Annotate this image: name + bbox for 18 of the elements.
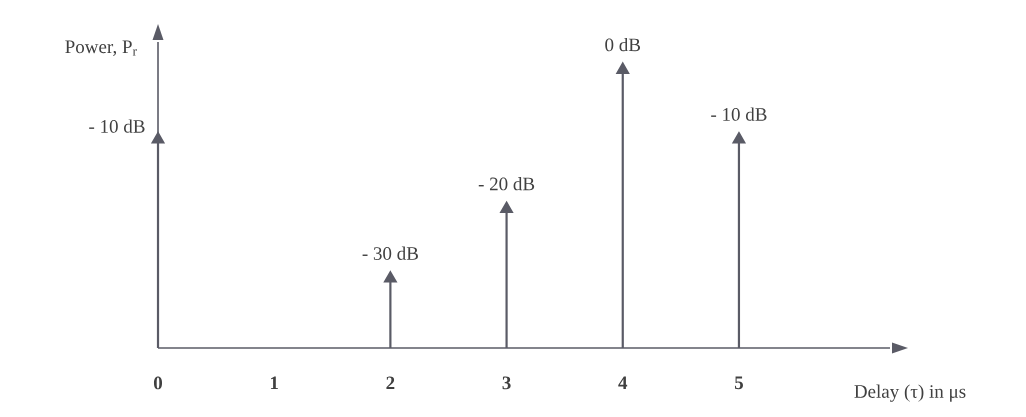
x-tick-label: 4 [618,376,628,390]
data-label: - 20 dB [478,177,535,191]
data-label: - 30 dB [362,246,418,260]
x-tick-label: 0 [153,376,163,390]
point [500,201,513,213]
point [151,132,165,144]
point [616,62,630,74]
y-axis-title: Power, P$_{r}$ [65,40,137,56]
point [732,132,746,144]
point [384,271,397,283]
data-label: - 10 dB [711,107,767,121]
data-label: - 10 dB [89,119,145,133]
x-tick-label: 1 [270,376,278,390]
x-axis-title: Delay (τ) in μs [854,384,966,402]
data-label: 0 dB [605,37,641,52]
x-tick-label: 2 [386,376,395,390]
x-tick-label: 5 [734,376,743,390]
x-tick-label: 3 [502,376,511,390]
